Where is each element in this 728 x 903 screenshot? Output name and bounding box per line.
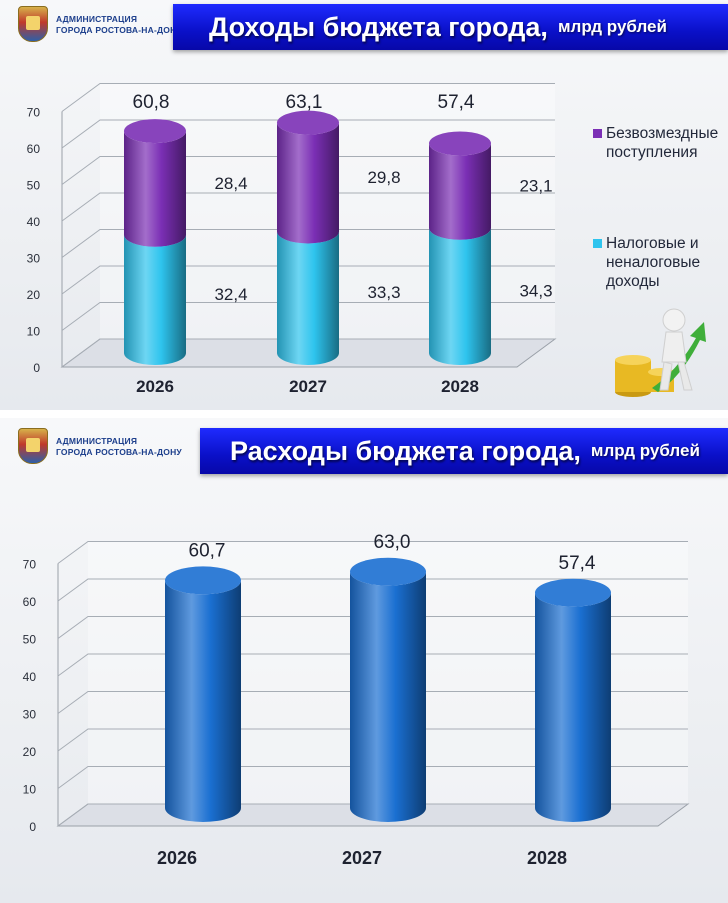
income-grants-value-label: 29,8 — [367, 168, 400, 187]
expense-gridline — [57, 578, 688, 602]
expense-unit: млрд рублей — [590, 441, 700, 460]
income-bar-2026-grants-top — [124, 119, 186, 144]
income-bar-2028-tax — [429, 227, 491, 365]
expense-chart: 0 10 20 30 40 50 60 70 2026 60,7 2027 63,0 2028 57,4 — [23, 532, 690, 868]
expense-gridline — [57, 691, 688, 714]
expense-y-tick-label: 50 — [23, 633, 37, 647]
income-total-label: 63,1 — [286, 92, 323, 113]
expense-bar-2027 — [350, 571, 426, 822]
income-y-tick-label: 30 — [27, 252, 41, 266]
income-chart: 0 10 20 30 40 50 60 70 2026 60,8 32,4 28,4 2027 63,1 3… — [27, 83, 557, 396]
income-tax-value-label: 33,3 — [367, 283, 400, 302]
income-unit: млрд рублей — [557, 17, 667, 36]
expense-bar-2026 — [165, 580, 241, 822]
income-y-tick-label: 10 — [27, 325, 41, 339]
expense-panel: АДМИНИСТРАЦИЯ ГОРОДА РОСТОВА-НА-ДОНУ Рас… — [0, 418, 728, 903]
income-y-tick-label: 50 — [27, 179, 41, 193]
expense-y-tick-label: 0 — [29, 820, 36, 834]
org-name-line2-2: ГОРОДА РОСТОВА-НА-ДОНУ — [56, 447, 182, 457]
legend-item-tax: Налоговые и неналоговые доходы — [593, 234, 716, 291]
income-bar-2027-grants-top — [277, 110, 339, 135]
coins-growth-illustration-icon — [615, 308, 706, 397]
expense-bar-2026-top — [165, 566, 241, 595]
legend-label-tax: Налоговые и неналоговые доходы — [606, 235, 701, 290]
city-crest-icon — [18, 6, 48, 42]
expense-x-tick-label: 2027 — [342, 848, 382, 868]
expense-gridline — [57, 803, 688, 827]
org-name-line1: АДМИНИСТРАЦИЯ — [56, 14, 138, 24]
income-y-tick-label: 20 — [27, 288, 41, 302]
org-name-line2: ГОРОДА РОСТОВА-НА-ДОНУ — [56, 25, 182, 35]
legend-marker-tax — [593, 239, 602, 248]
income-bar-2026-tax — [124, 234, 186, 365]
expense-bar-2028-top — [535, 578, 611, 607]
expense-gridline — [57, 766, 688, 789]
income-bar-2027-tax — [277, 231, 339, 365]
income-total-label: 57,4 — [438, 92, 475, 113]
income-x-tick-label: 2026 — [136, 377, 174, 396]
city-crest-icon-2 — [18, 428, 48, 464]
income-gridline — [61, 229, 555, 258]
expense-gridline — [57, 653, 688, 677]
expense-y-tick-label: 70 — [23, 558, 37, 572]
income-y-tick-label: 40 — [27, 215, 41, 229]
org-name-line1-2: АДМИНИСТРАЦИЯ — [56, 436, 138, 446]
income-y-tick-label: 0 — [33, 361, 40, 375]
org-header-2: АДМИНИСТРАЦИЯ ГОРОДА РОСТОВА-НА-ДОНУ — [18, 428, 218, 468]
expense-value-label: 57,4 — [559, 553, 596, 574]
income-gridline — [61, 83, 555, 112]
expense-value-label: 63,0 — [374, 532, 411, 553]
income-x-tick-label: 2028 — [441, 377, 479, 396]
income-gridline — [61, 156, 555, 185]
income-total-label: 60,8 — [133, 92, 170, 113]
income-grants-value-label: 28,4 — [214, 174, 247, 193]
expense-gridline — [57, 616, 688, 639]
income-grants-value-label: 23,1 — [519, 177, 552, 196]
legend-label-grants: Безвозмездные поступления — [606, 125, 719, 161]
income-tax-value-label: 34,3 — [519, 281, 552, 300]
org-header: АДМИНИСТРАЦИЯ ГОРОДА РОСТОВА-НА-ДОНУ — [18, 6, 218, 46]
expense-y-tick-label: 20 — [23, 745, 37, 759]
income-y-tick-label: 60 — [27, 142, 41, 156]
expense-bar-2028 — [535, 592, 611, 822]
income-gridline — [61, 302, 555, 331]
expense-title-bar: Расходы бюджета города, млрд рублей — [200, 428, 728, 474]
income-gridline — [61, 265, 555, 295]
income-bar-2027-grants — [277, 122, 339, 244]
income-title-bar: Доходы бюджета города, млрд рублей — [173, 4, 728, 50]
income-y-tick-label: 70 — [27, 106, 41, 120]
expense-y-tick-label: 10 — [23, 783, 37, 797]
income-title: Доходы бюджета города, — [209, 11, 548, 42]
income-gridline — [61, 192, 555, 222]
expense-bar-2027-top — [350, 557, 426, 586]
income-panel: АДМИНИСТРАЦИЯ ГОРОДА РОСТОВА-НА-ДОНУ Дох… — [0, 0, 728, 410]
expense-gridline — [57, 541, 688, 564]
income-gridline — [61, 338, 555, 368]
expense-value-label: 60,7 — [189, 540, 226, 561]
income-tax-value-label: 32,4 — [214, 285, 247, 304]
expense-y-tick-label: 30 — [23, 708, 37, 722]
income-bar-2028-grants — [429, 143, 491, 240]
expense-x-tick-label: 2026 — [157, 848, 197, 868]
expense-y-tick-label: 60 — [23, 595, 37, 609]
income-gridline — [61, 119, 555, 149]
income-bar-2028-grants-top — [429, 131, 491, 156]
panel-divider — [0, 410, 728, 418]
expense-y-tick-label: 40 — [23, 670, 37, 684]
legend-item-grants: Безвозмездные поступления — [593, 124, 726, 162]
legend-marker-grants — [593, 129, 602, 138]
income-bar-2026-grants — [124, 131, 186, 247]
expense-title: Расходы бюджета города, — [230, 435, 581, 466]
income-x-tick-label: 2027 — [289, 377, 327, 396]
expense-gridline — [57, 728, 688, 752]
expense-x-tick-label: 2028 — [527, 848, 567, 868]
